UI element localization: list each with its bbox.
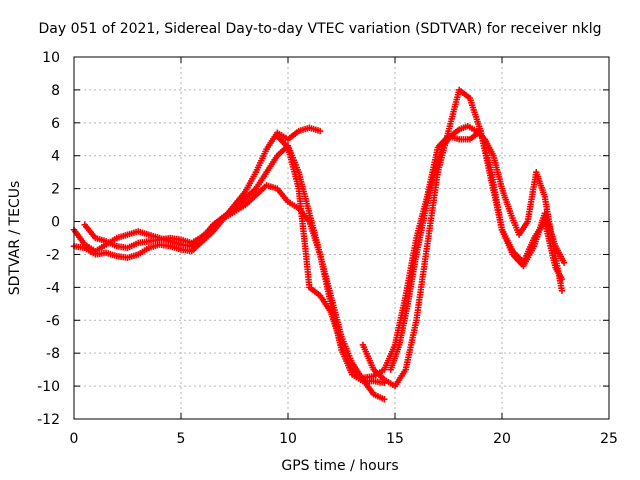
- data-point: [316, 127, 324, 135]
- y-tick-label: 8: [51, 83, 60, 99]
- y-tick-label: -6: [46, 313, 60, 329]
- grid-layer: [74, 57, 609, 419]
- x-axis-label: GPS time / hours: [281, 458, 398, 474]
- series-track-5: [359, 86, 568, 390]
- x-tick-label: 25: [600, 431, 618, 447]
- axis-ticks: 0 5 10 15 20 25 -12 -10 -8 -6 -4 -2 0 2 4 6 8 10: [37, 50, 618, 447]
- x-tick-label: 20: [493, 431, 511, 447]
- data-point: [558, 287, 566, 294]
- y-tick-label: -2: [46, 247, 60, 263]
- x-tick-label: 0: [70, 431, 79, 447]
- scatter-marks: [70, 86, 568, 403]
- y-tick-label: -4: [46, 280, 60, 296]
- chart-title: Day 051 of 2021, Sidereal Day-to-day VTE…: [39, 21, 602, 37]
- series-track-2: [81, 182, 388, 403]
- data-point: [560, 259, 568, 266]
- y-tick-label: 0: [51, 215, 60, 231]
- y-axis-label: SDTVAR / TECUs: [7, 181, 23, 296]
- x-tick-label: 5: [177, 431, 186, 447]
- y-tick-label: 10: [42, 50, 60, 66]
- y-tick-label: -12: [37, 412, 60, 428]
- x-tick-label: 10: [279, 431, 297, 447]
- y-tick-label: 2: [51, 182, 60, 198]
- y-tick-label: -8: [46, 346, 60, 362]
- plot-frame: [73, 56, 610, 420]
- series-track-3: [70, 124, 324, 261]
- series-track-6: [387, 122, 566, 373]
- x-tick-label: 15: [386, 431, 404, 447]
- y-tick-label: 4: [51, 149, 60, 165]
- y-tick-label: -10: [37, 379, 60, 395]
- data-point: [381, 396, 388, 403]
- y-tick-label: 6: [51, 116, 60, 132]
